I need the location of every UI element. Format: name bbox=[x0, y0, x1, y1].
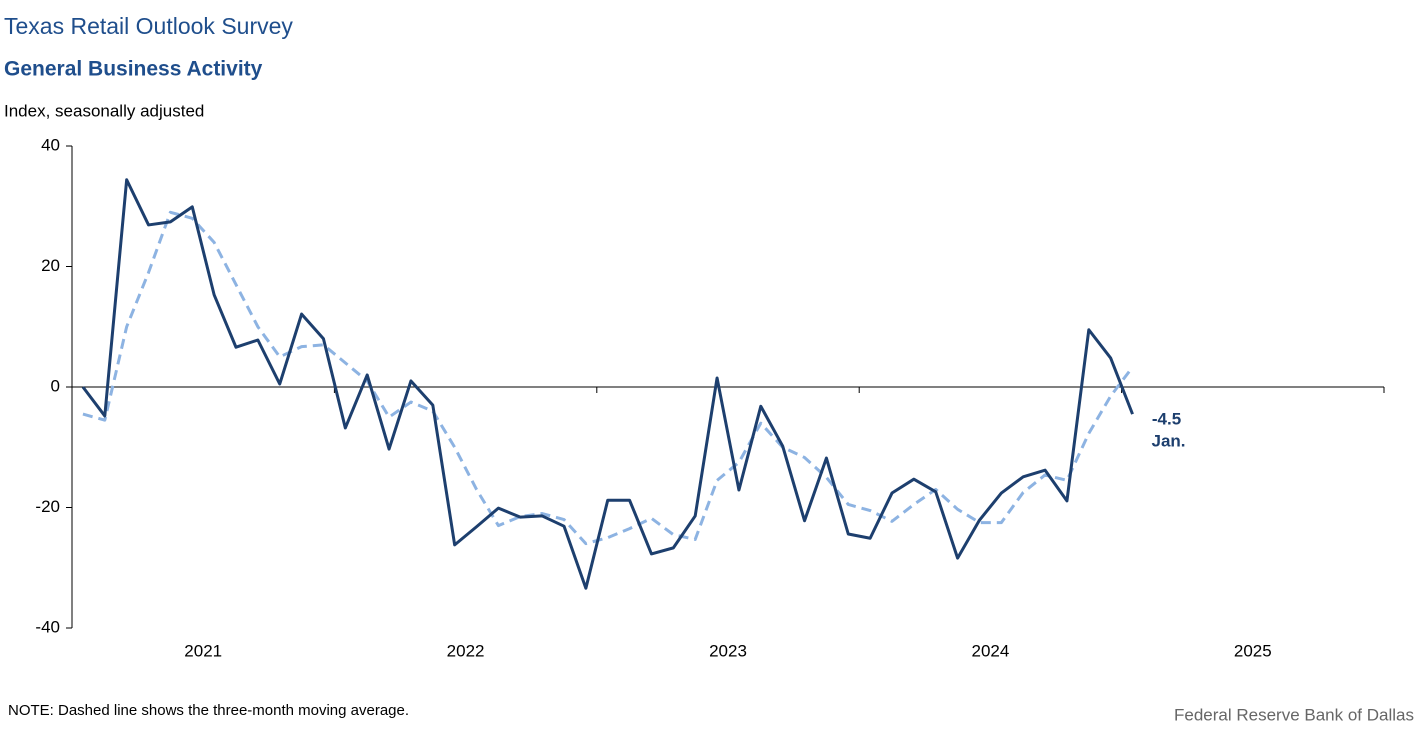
note: NOTE: Dashed line shows the three-month … bbox=[8, 702, 409, 719]
end-value-label: -4.5 bbox=[1152, 410, 1181, 429]
y-axis-label: Index, seasonally adjusted bbox=[4, 101, 204, 120]
source: Federal Reserve Bank of Dallas bbox=[1174, 705, 1414, 724]
moving-average-line bbox=[82, 210, 1134, 546]
chart-title: General Business Activity bbox=[4, 58, 263, 81]
index-line bbox=[81, 178, 1134, 590]
y-tick-label: 20 bbox=[41, 256, 60, 275]
y-tick-label: -40 bbox=[35, 617, 60, 636]
end-date-label: Jan. bbox=[1152, 432, 1186, 451]
y-tick-label: 0 bbox=[51, 376, 60, 395]
x-tick-label: 2021 bbox=[184, 641, 222, 660]
suptitle: Texas Retail Outlook Survey bbox=[4, 13, 293, 39]
y-tick-label: 40 bbox=[41, 135, 60, 154]
x-tick-label: 2025 bbox=[1234, 641, 1272, 660]
x-tick-label: 2023 bbox=[709, 641, 747, 660]
x-tick-label: 2022 bbox=[447, 641, 485, 660]
x-tick-label: 2024 bbox=[971, 641, 1009, 660]
y-tick-label: -20 bbox=[35, 497, 60, 516]
